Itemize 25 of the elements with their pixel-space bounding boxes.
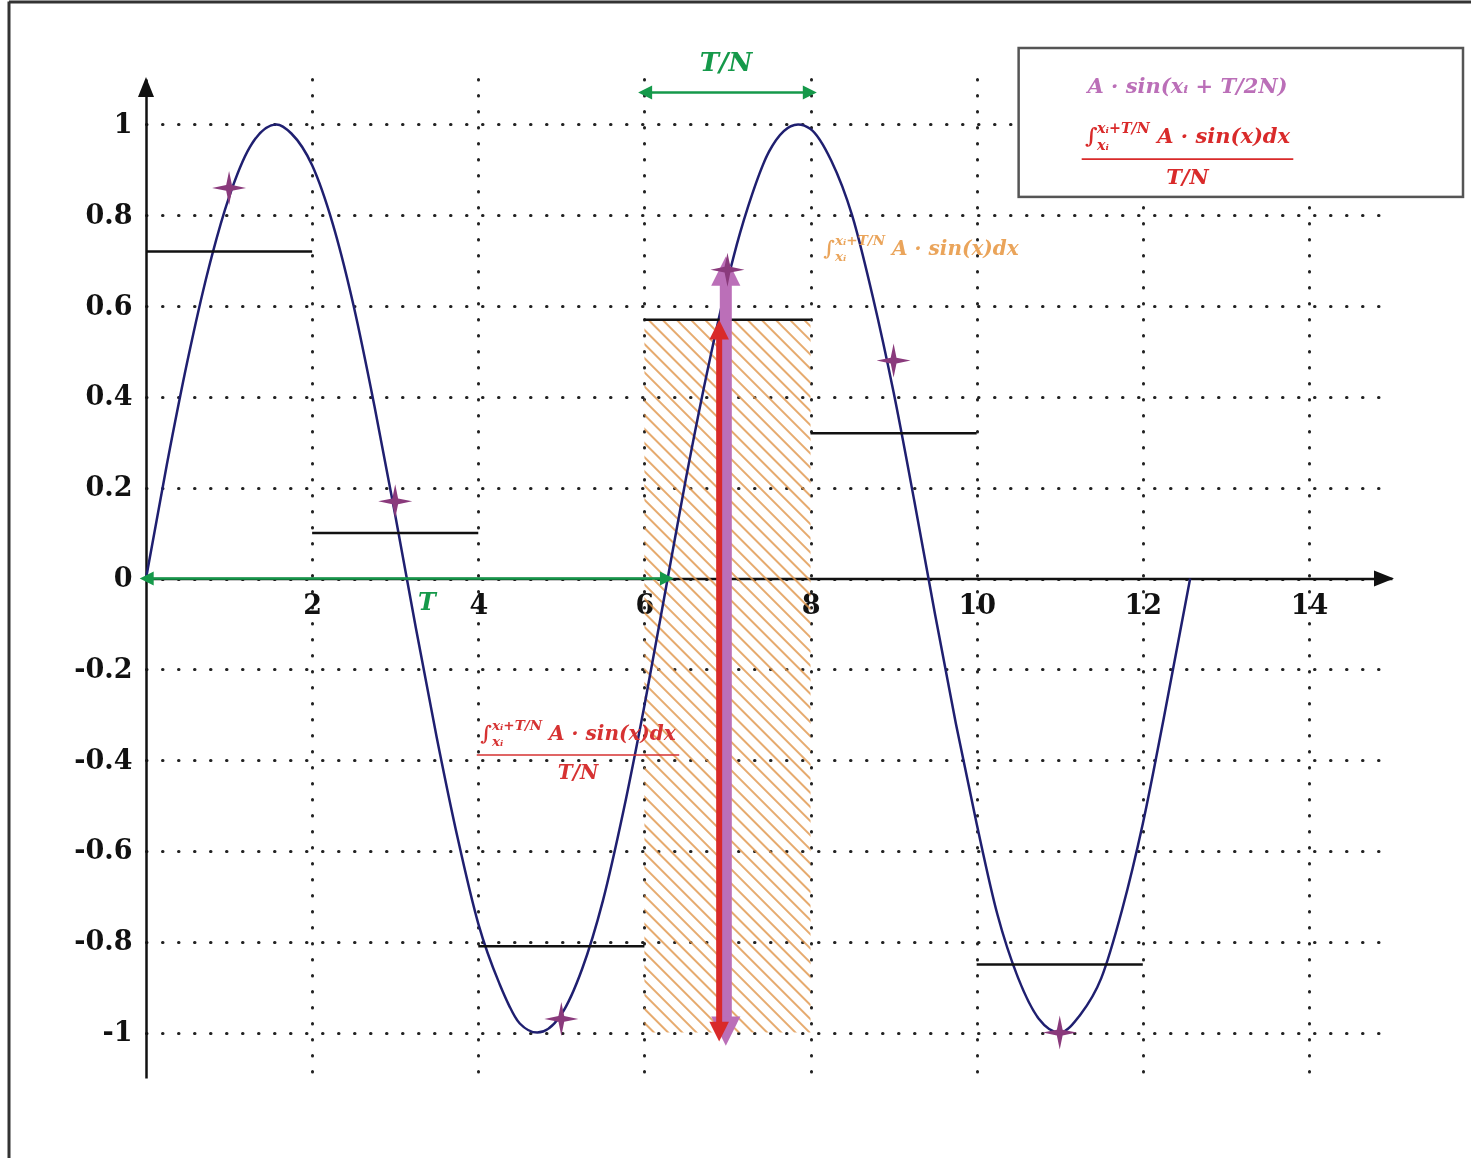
- y-tick-label: 0: [113, 562, 133, 593]
- x-tick-label: 2: [303, 589, 323, 620]
- x-tick-label: 10: [958, 589, 996, 620]
- point: [544, 1001, 579, 1036]
- y-tick-label: 1: [113, 107, 133, 139]
- point: [378, 484, 413, 519]
- point: [212, 170, 247, 205]
- y-tick-label: 0.4: [85, 380, 133, 412]
- text: ∫$_{xᵢ}$$^{xᵢ+T/N}$ A · sin(x)dx T/N: [1084, 119, 1291, 190]
- text: T/N: [699, 47, 754, 78]
- y-tick-label: -0.4: [74, 743, 133, 775]
- y-tick-label: -0.6: [74, 834, 133, 866]
- text: A · sin(xᵢ + T/2N): [1085, 72, 1288, 98]
- y-tick-label: 0.8: [85, 198, 133, 230]
- x-tick-label: 12: [1124, 589, 1163, 620]
- y-tick-label: -1: [102, 1016, 133, 1048]
- point: [1042, 1015, 1077, 1050]
- x-tick-label: 4: [469, 589, 489, 620]
- y-tick-label: -0.8: [74, 925, 133, 957]
- x-tick-label: 14: [1290, 589, 1329, 620]
- annotation: T: [418, 587, 439, 617]
- point: [876, 343, 911, 378]
- y-tick-label: -0.2: [74, 652, 133, 684]
- y-tick-label: 0.6: [85, 289, 133, 321]
- y-tick-label: 0.2: [85, 471, 133, 503]
